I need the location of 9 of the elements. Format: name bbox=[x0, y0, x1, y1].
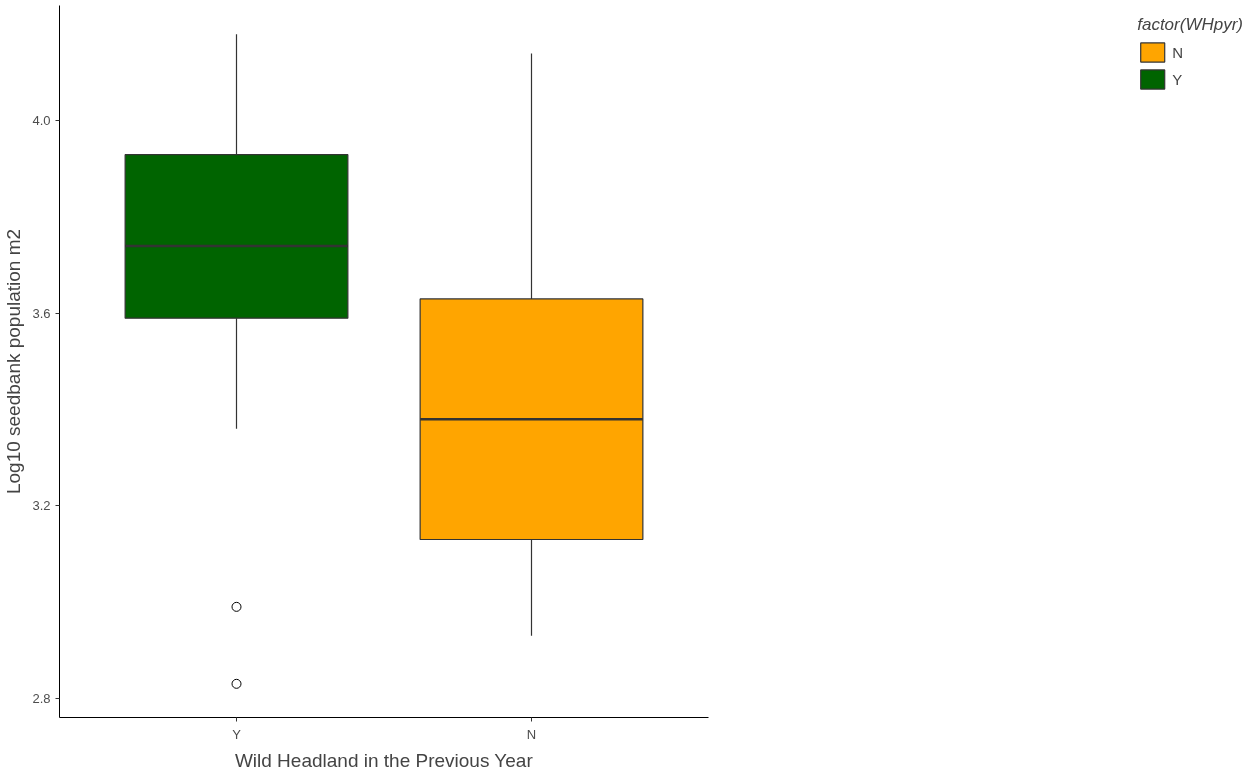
legend-label: Y bbox=[1172, 70, 1184, 88]
legend-label: N bbox=[1172, 43, 1185, 61]
y-tick-label: 4.0 bbox=[32, 113, 51, 129]
x-axis-title: Wild Headland in the Previous Year bbox=[234, 749, 534, 771]
legend-title: factor(WHpyr) bbox=[1137, 15, 1243, 35]
y-tick-label: 3.6 bbox=[32, 305, 51, 321]
y-axis-title: Log10 seedbank population m2 bbox=[3, 228, 25, 495]
y-tick-label: 2.8 bbox=[32, 690, 51, 706]
y-tick-label: 3.2 bbox=[32, 498, 51, 514]
